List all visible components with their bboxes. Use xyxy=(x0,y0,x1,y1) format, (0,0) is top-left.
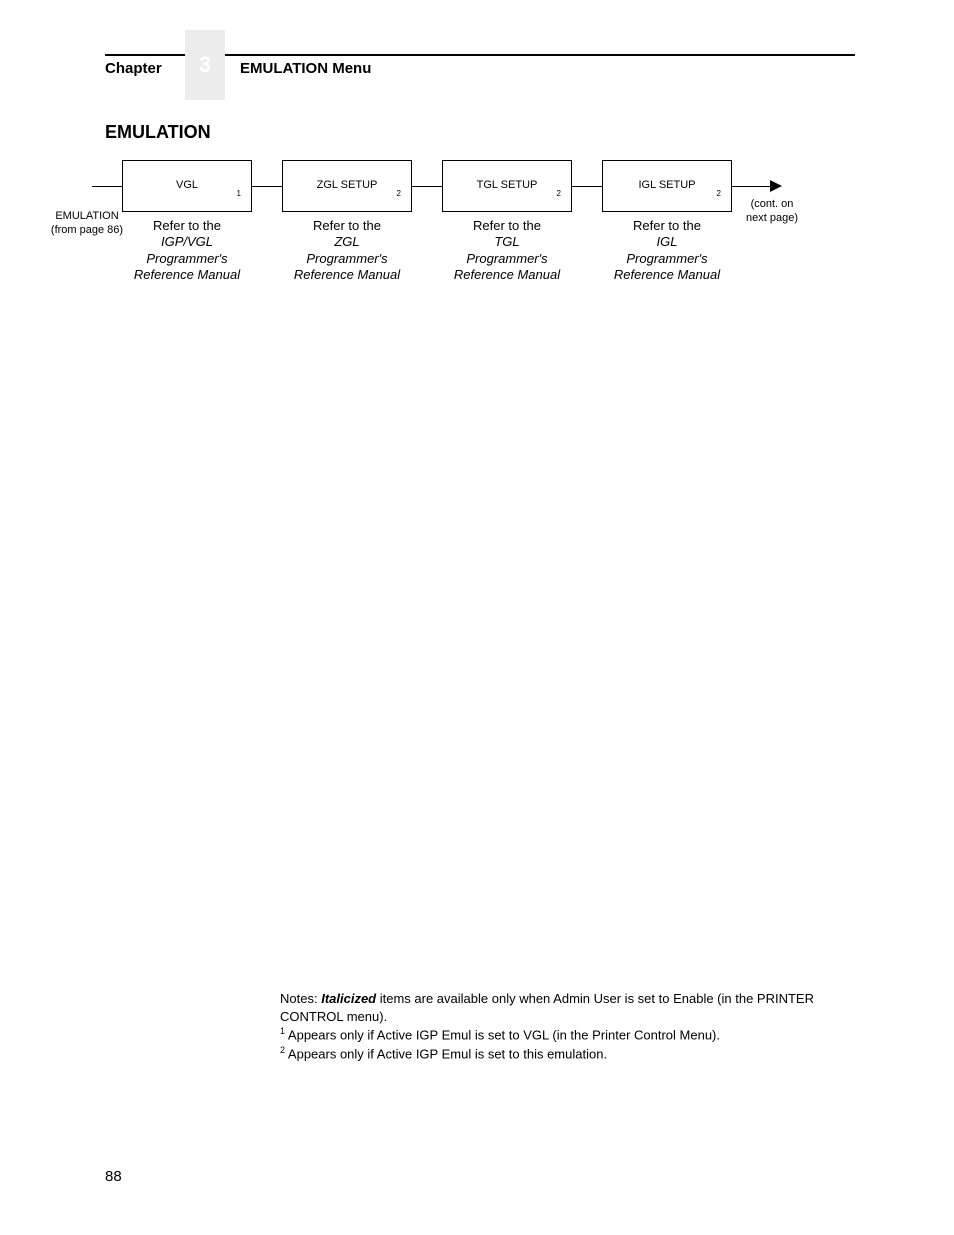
connector-entry xyxy=(92,186,122,187)
footnote-2-text: Appears only if Active IGP Emul is set t… xyxy=(288,1046,607,1061)
flow-diagram: EMULATION(from page 86) VGL 1 ZGL SETUP … xyxy=(92,148,882,348)
caption-tgl: Refer to the TGLProgrammer'sReference Ma… xyxy=(442,218,572,283)
flow-box-igl-label: IGL SETUP xyxy=(638,179,695,192)
flow-box-vgl-label: VGL xyxy=(176,179,198,192)
notes-line1: Notes: Italicized items are available on… xyxy=(280,990,835,1025)
caption-igl-ital: IGLProgrammer'sReference Manual xyxy=(614,234,720,282)
flow-box-zgl: ZGL SETUP 2 xyxy=(282,160,412,212)
header-chapter-number: 3 xyxy=(185,30,225,100)
flow-box-igl-sup: 2 xyxy=(717,189,721,199)
caption-zgl-ital: ZGLProgrammer'sReference Manual xyxy=(294,234,400,282)
header-rule-left xyxy=(105,54,185,56)
connector-exit xyxy=(732,186,772,187)
caption-igl: Refer to the IGLProgrammer'sReference Ma… xyxy=(602,218,732,283)
flow-box-zgl-sup: 2 xyxy=(397,189,401,199)
caption-igl-prefix: Refer to the xyxy=(633,218,701,233)
footnote-1-text: Appears only if Active IGP Emul is set t… xyxy=(288,1027,720,1042)
connector-1 xyxy=(252,186,282,187)
page-number: 88 xyxy=(105,1168,122,1185)
caption-vgl-ital: IGP/VGLProgrammer'sReference Manual xyxy=(134,234,240,282)
caption-vgl-prefix: Refer to the xyxy=(153,218,221,233)
flow-box-vgl-sup: 1 xyxy=(237,189,241,199)
connector-3 xyxy=(572,186,602,187)
footnote-2: 2 Appears only if Active IGP Emul is set… xyxy=(280,1044,835,1063)
notes-block: Notes: Italicized items are available on… xyxy=(280,990,835,1063)
caption-zgl: Refer to the ZGLProgrammer'sReference Ma… xyxy=(282,218,412,283)
footnote-1: 1 Appears only if Active IGP Emul is set… xyxy=(280,1025,835,1044)
header-rule-right xyxy=(225,54,855,56)
flow-box-zgl-label: ZGL SETUP xyxy=(317,179,378,192)
caption-tgl-ital: TGLProgrammer'sReference Manual xyxy=(454,234,560,282)
flow-box-vgl: VGL 1 xyxy=(122,160,252,212)
header-chapter-label: Chapter xyxy=(105,60,162,77)
flow-box-tgl-label: TGL SETUP xyxy=(477,179,538,192)
notes-prefix: Notes: xyxy=(280,991,318,1006)
caption-tgl-prefix: Refer to the xyxy=(473,218,541,233)
notes-italic-lead: Italicized xyxy=(321,991,376,1006)
continue-label: (cont. onnext page) xyxy=(732,198,812,226)
flow-box-tgl: TGL SETUP 2 xyxy=(442,160,572,212)
flow-box-igl: IGL SETUP 2 xyxy=(602,160,732,212)
connector-2 xyxy=(412,186,442,187)
flow-box-tgl-sup: 2 xyxy=(557,189,561,199)
caption-vgl: Refer to the IGP/VGLProgrammer'sReferenc… xyxy=(122,218,252,283)
arrowhead-icon xyxy=(770,180,782,192)
section-title: EMULATION xyxy=(105,122,211,143)
header-title: EMULATION Menu xyxy=(240,60,371,77)
caption-zgl-prefix: Refer to the xyxy=(313,218,381,233)
